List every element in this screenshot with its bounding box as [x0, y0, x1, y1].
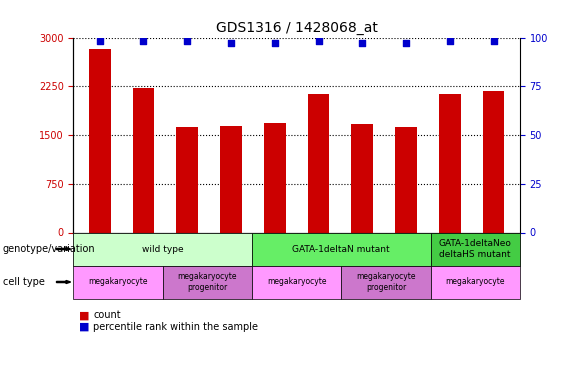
Point	[314, 38, 323, 44]
Bar	[133, 87, 154, 232]
Title: GDS1316 / 1428068_at: GDS1316 / 1428068_at	[216, 21, 377, 35]
Bar	[307, 94, 329, 232]
Point	[139, 38, 148, 44]
Text: genotype/variation: genotype/variation	[3, 244, 95, 254]
Point	[95, 38, 104, 44]
Text: cell type: cell type	[3, 277, 45, 287]
Text: ■: ■	[79, 322, 90, 332]
Bar	[264, 123, 286, 232]
Point	[358, 40, 367, 46]
Text: percentile rank within the sample: percentile rank within the sample	[93, 322, 258, 332]
Bar	[395, 127, 417, 232]
Point	[445, 38, 454, 44]
Bar	[439, 94, 460, 232]
Text: wild type: wild type	[142, 244, 184, 254]
Bar	[220, 126, 242, 232]
Bar	[483, 91, 505, 232]
Text: megakaryocyte: megakaryocyte	[267, 278, 327, 286]
Text: megakaryocyte: megakaryocyte	[445, 278, 505, 286]
Text: megakaryocyte
progenitor: megakaryocyte progenitor	[356, 272, 416, 292]
Bar	[89, 49, 111, 232]
Point	[402, 40, 411, 46]
Point	[489, 38, 498, 44]
Text: GATA-1deltaNeo
deltaHS mutant: GATA-1deltaNeo deltaHS mutant	[439, 239, 511, 259]
Point	[227, 40, 236, 46]
Point	[270, 40, 279, 46]
Bar	[176, 127, 198, 232]
Text: ■: ■	[79, 310, 90, 320]
Text: megakaryocyte
progenitor: megakaryocyte progenitor	[177, 272, 237, 292]
Text: count: count	[93, 310, 121, 320]
Bar	[351, 124, 373, 232]
Point	[182, 38, 192, 44]
Text: GATA-1deltaN mutant: GATA-1deltaN mutant	[293, 244, 390, 254]
Text: megakaryocyte: megakaryocyte	[88, 278, 148, 286]
